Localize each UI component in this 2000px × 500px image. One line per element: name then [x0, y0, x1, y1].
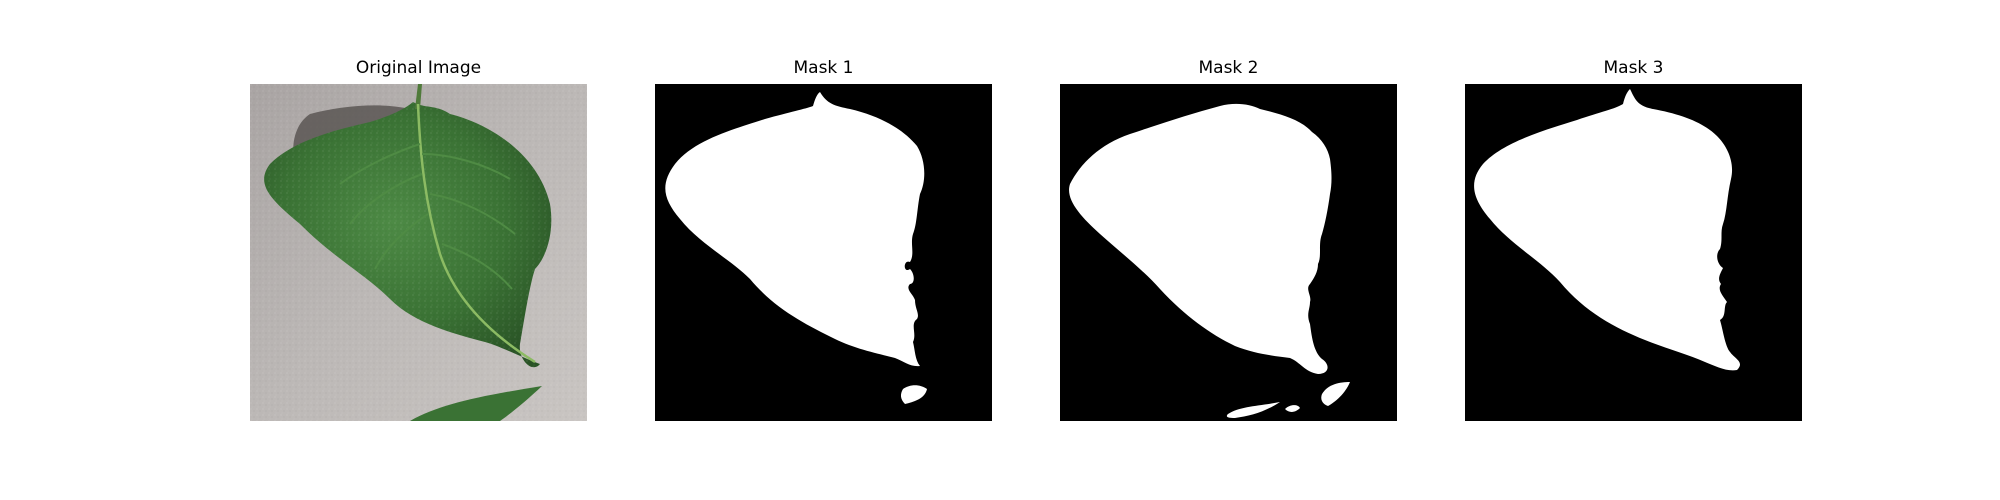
mask-2-panel: Mask 2: [1060, 56, 1397, 422]
mask-region: [665, 92, 925, 367]
panel-title-mask-2: Mask 2: [1198, 58, 1259, 78]
leaf-midrib: [416, 103, 536, 364]
mask-3-image: [1465, 84, 1802, 421]
lower-leaf-fragment: [410, 386, 542, 421]
mask-speck: [900, 385, 927, 404]
mask-3-panel: Mask 3: [1465, 56, 1802, 422]
mask-1-panel: Mask 1: [655, 56, 992, 422]
mask-region: [1069, 103, 1332, 375]
mask-speck: [1321, 382, 1350, 406]
mask-2-image: [1060, 84, 1397, 421]
leaf-stem: [415, 84, 422, 109]
panel-title-mask-1: Mask 1: [793, 58, 854, 78]
mask-region: [1474, 89, 1740, 371]
original-image-panel: Original Image: [250, 56, 587, 422]
mask-1-image: [655, 84, 992, 421]
original-leaf-image: [250, 84, 587, 421]
mask-speck: [1285, 405, 1300, 412]
panel-title-original: Original Image: [355, 58, 482, 78]
panel-title-mask-3: Mask 3: [1603, 58, 1664, 78]
mask-speck: [1226, 402, 1280, 418]
